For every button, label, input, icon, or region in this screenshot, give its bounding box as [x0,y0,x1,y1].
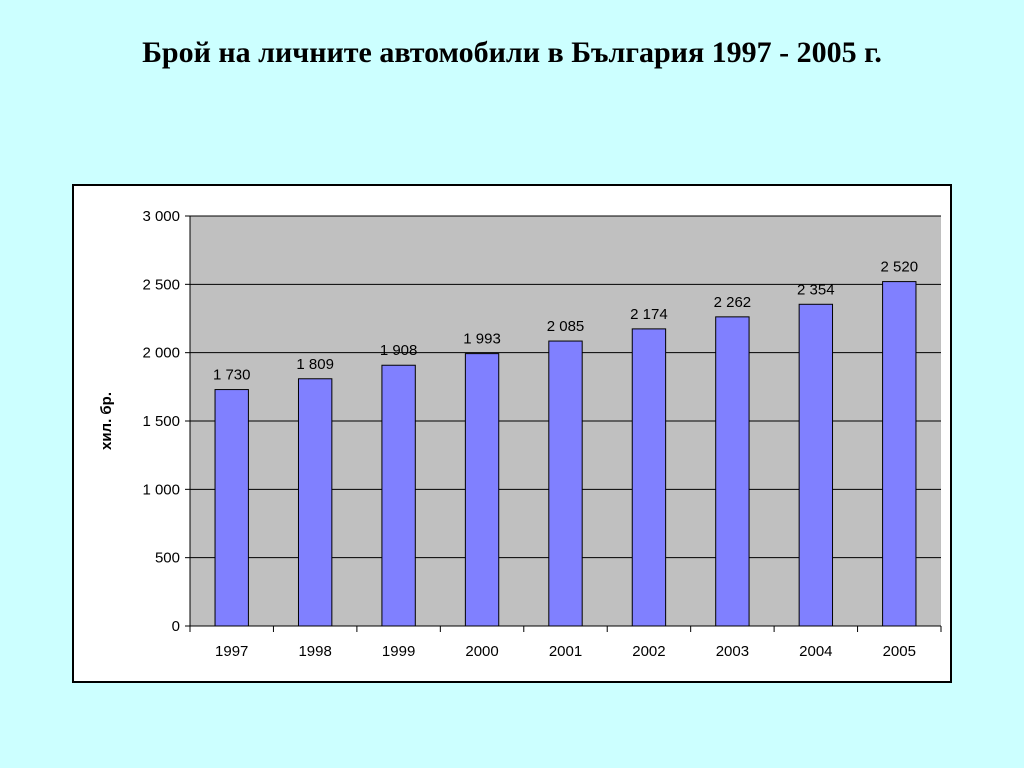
bar-2003 [715,316,750,627]
x-tick-label: 2003 [716,643,749,660]
bars [214,281,917,627]
bar-2001 [548,340,583,627]
y-tick-label: 3 000 [142,208,180,225]
data-label: 1 809 [296,356,334,373]
chart-frame: 0 500 1 000 1 500 2 000 2 500 3 000 1 730 1997 1 … [72,184,952,683]
y-tick-label: 500 [155,550,180,567]
data-label: 1 908 [380,342,418,359]
x-tick-label: 2002 [632,643,665,660]
x-tick-label: 2000 [465,643,498,660]
y-tick-label: 2 000 [142,345,180,362]
bar-1998 [297,378,333,627]
labels: 0 500 1 000 1 500 2 000 2 500 3 000 1 730 1997 1 … [142,208,918,660]
y-tick-label: 1 500 [142,413,180,430]
bar-chart: 0 500 1 000 1 500 2 000 2 500 3 000 1 730 1997 1 … [98,208,942,660]
axes [185,215,942,632]
bar-2002 [631,328,667,627]
data-label: 1 730 [213,367,251,384]
x-tick-label: 2005 [883,643,916,660]
x-tick-label: 2001 [549,643,582,660]
data-label: 2 520 [881,259,919,276]
slide-title: Брой на личните автомобили в България 19… [142,36,882,69]
x-tick-label: 1998 [298,643,331,660]
data-label: 2 262 [714,294,752,311]
bar-1999 [381,364,416,627]
y-tick-label: 0 [172,618,180,635]
bar-2004 [798,303,834,627]
x-tick-label: 1999 [382,643,415,660]
x-tick-label: 1997 [215,643,248,660]
y-axis-title: хил. бр. [98,392,115,450]
data-label: 1 993 [463,331,501,348]
bar-2005 [882,281,917,627]
x-tick-label: 2004 [799,643,832,660]
bar-1997 [214,389,249,627]
y-tick-label: 1 000 [142,481,180,498]
y-tick-label: 2 500 [142,276,180,293]
data-label: 2 174 [630,306,668,323]
bar-2000 [464,353,500,627]
data-label: 2 354 [797,281,835,298]
data-label: 2 085 [547,318,585,335]
